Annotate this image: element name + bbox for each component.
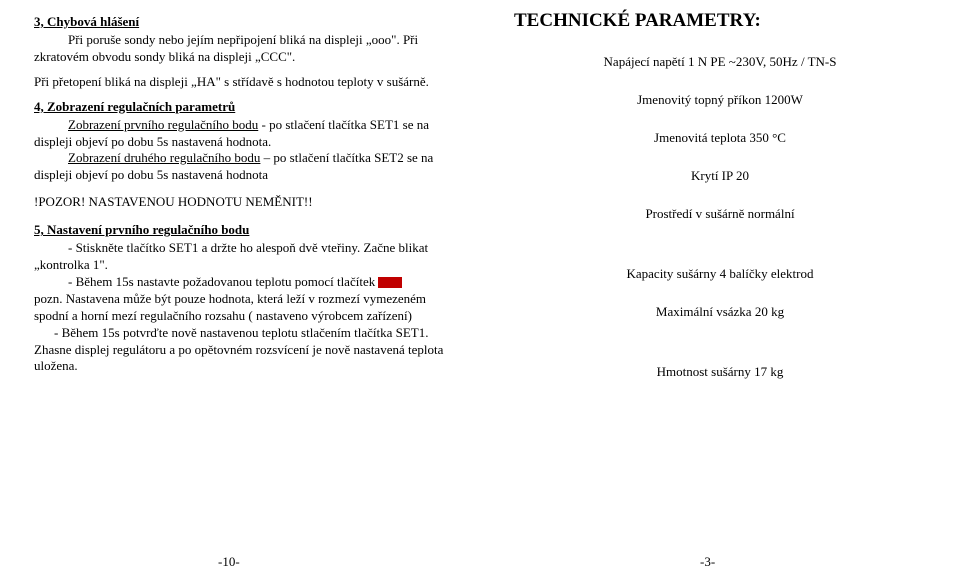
notice-text: !POZOR! NASTAVENOU HODNOTU NEMĚNIT!! <box>34 194 446 210</box>
sec5-title: 5, Nastavení prvního regulačního bodu <box>34 222 446 238</box>
sec4-block1: Zobrazení prvního regulačního bodu - po … <box>34 117 446 151</box>
right-column: TECHNICKÉ PARAMETRY: Napájecí napětí 1 N… <box>480 0 960 578</box>
tech-l1: Napájecí napětí 1 N PE ~230V, 50Hz / TN-… <box>514 54 926 70</box>
tech-title: TECHNICKÉ PARAMETRY: <box>514 10 926 32</box>
tech-l2: Jmenovitý topný příkon 1200W <box>514 92 926 108</box>
tech-l4: Krytí IP 20 <box>514 168 926 184</box>
sec5-b2: - Během 15s nastavte požadovanou teplotu… <box>34 274 446 291</box>
left-column: 3, Chybová hlášení Při poruše sondy nebo… <box>0 0 480 578</box>
tech-l5: Prostředí v sušárně normální <box>514 206 926 222</box>
sec5-b3: - Během 15s potvrďte nově nastavenou tep… <box>34 325 446 376</box>
tech-l6: Kapacity sušárny 4 balíčky elektrod <box>514 266 926 282</box>
page-number-right: -3- <box>700 554 715 570</box>
sec5-b1: - Stiskněte tlačítko SET1 a držte ho ale… <box>34 240 446 274</box>
arrow-icon <box>378 277 402 288</box>
tech-l8: Hmotnost sušárny 17 kg <box>514 364 926 380</box>
sec3-title: 3, Chybová hlášení <box>34 14 446 30</box>
sec3-para2: Při přetopení bliká na displeji „HA" s s… <box>34 74 446 91</box>
sec4-block2: Zobrazení druhého regulačního bodu – po … <box>34 150 446 184</box>
tech-l7: Maximální vsázka 20 kg <box>514 304 926 320</box>
page-number-left: -10- <box>218 554 240 570</box>
tech-l3: Jmenovitá teplota 350 °C <box>514 130 926 146</box>
sec3-para1: Při poruše sondy nebo jejím nepřipojení … <box>34 32 446 66</box>
sec4-title: 4, Zobrazení regulačních parametrů <box>34 99 446 115</box>
sec5-p1: pozn. Nastavena může být pouze hodnota, … <box>34 291 446 325</box>
